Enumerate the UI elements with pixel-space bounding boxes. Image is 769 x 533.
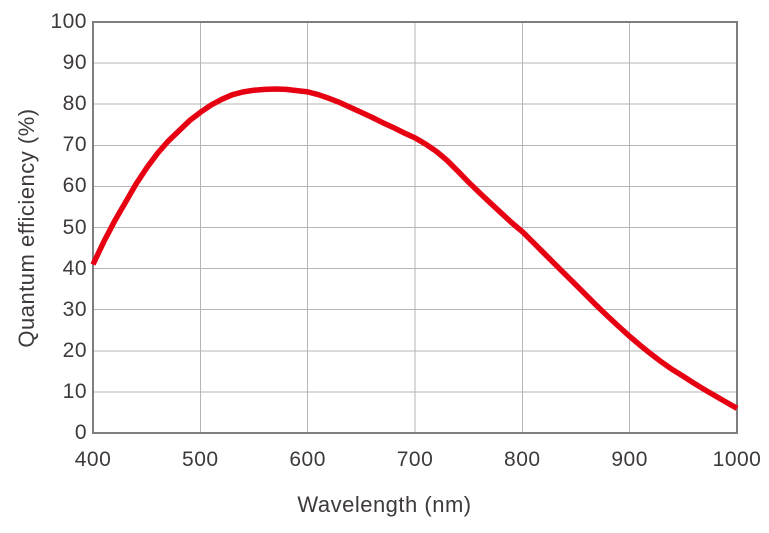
x-tick-label: 700 xyxy=(396,448,434,471)
y-axis-title: Quantum efficiency (%) xyxy=(14,108,39,348)
y-tick-label: 100 xyxy=(50,10,87,33)
y-tick-label: 50 xyxy=(62,215,87,239)
y-tick-label: 30 xyxy=(62,297,87,321)
y-tick-label: 0 xyxy=(74,421,87,444)
x-tick-label: 400 xyxy=(74,448,112,471)
x-tick-label: 800 xyxy=(504,448,541,471)
x-tick-label: 900 xyxy=(611,448,648,471)
y-tick-label: 60 xyxy=(62,174,87,198)
y-tick-label: 40 xyxy=(62,256,87,280)
x-axis-title: Wavelength (nm) xyxy=(297,492,472,517)
qe-curve xyxy=(90,86,739,411)
y-tick-label: 10 xyxy=(62,379,87,403)
plot-frame xyxy=(92,21,738,434)
y-tick-label: 20 xyxy=(62,338,87,362)
y-tick-label: 70 xyxy=(62,133,87,157)
x-tick-label: 500 xyxy=(182,448,219,471)
y-tick-label: 80 xyxy=(62,92,87,116)
x-tick-label: 1000 xyxy=(712,448,762,471)
x-tick-label: 600 xyxy=(289,448,326,471)
y-tick-label: 90 xyxy=(62,51,87,75)
